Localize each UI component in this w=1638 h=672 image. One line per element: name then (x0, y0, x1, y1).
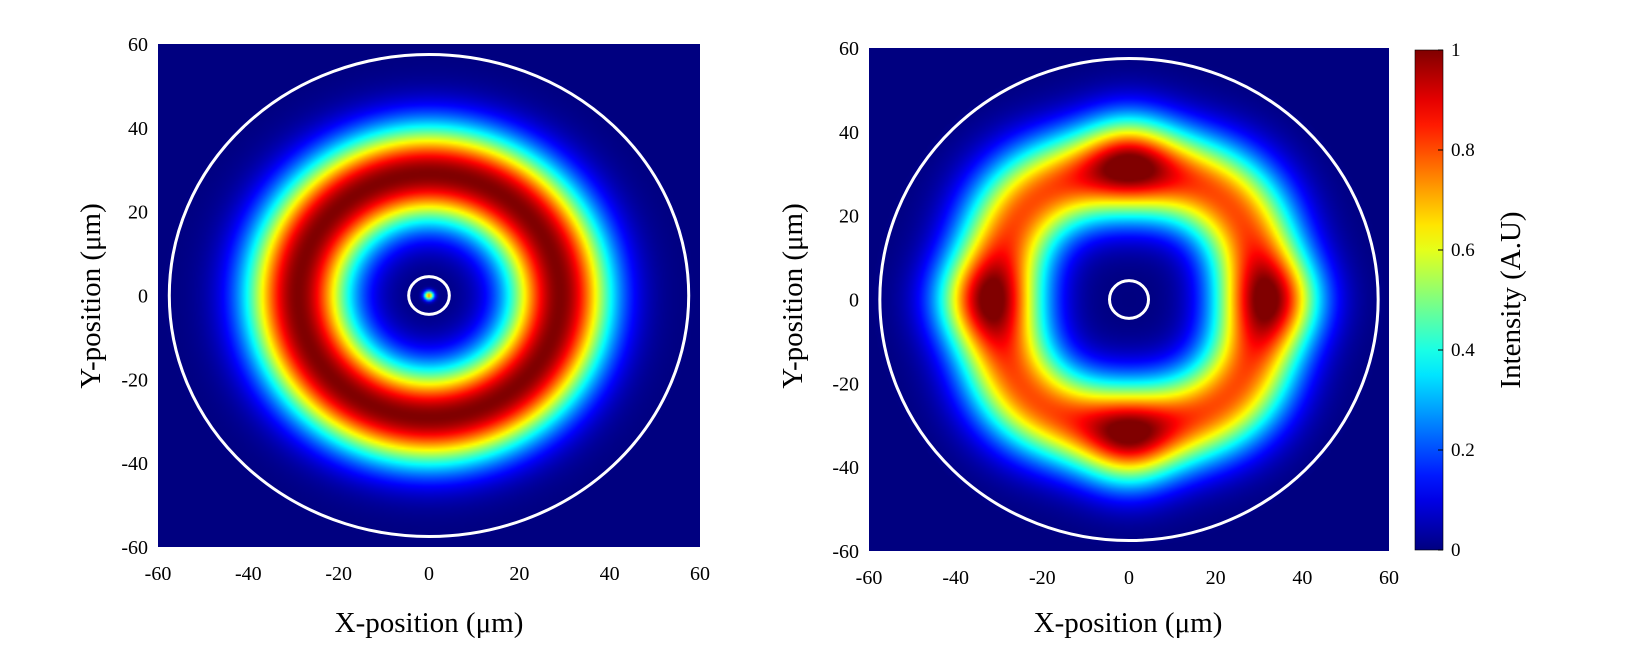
colorbar: 1 0.8 0.6 0.4 0.2 0 Intensity (A.U) (1414, 40, 1527, 561)
right-y-tick-label: -40 (832, 457, 859, 479)
left-y-tick-label: -40 (121, 453, 148, 475)
left-x-tick-label: -60 (145, 563, 172, 585)
right-y-tick-label: 20 (839, 206, 859, 228)
left-outer-boundary-circle (167, 52, 691, 539)
left-y-tick-labels: 60 40 20 0 -20 -40 -60 (121, 34, 148, 559)
right-x-tick-label: -20 (1029, 567, 1056, 589)
right-y-tick-label: 0 (849, 290, 859, 312)
left-x-tick-label: -20 (325, 563, 352, 585)
colorbar-tick-label: 1 (1451, 40, 1461, 61)
colorbar-tick-label: 0 (1451, 540, 1461, 561)
left-inner-boundary-circle (407, 275, 451, 316)
left-x-tick-label: -40 (235, 563, 262, 585)
right-boundary-circles (878, 56, 1380, 543)
right-heatmap-image (869, 48, 1389, 551)
left-y-tick-label: 20 (128, 202, 148, 224)
left-y-tick-label: -60 (121, 537, 148, 559)
right-x-tick-label: 0 (1124, 567, 1134, 589)
right-x-tick-label: -60 (856, 567, 883, 589)
left-y-tick-label: 0 (138, 286, 148, 308)
left-y-tick-label: -20 (121, 369, 148, 391)
left-x-tick-labels: -60 -40 -20 0 20 40 60 (145, 563, 710, 585)
colorbar-tick-label: 0.4 (1451, 340, 1475, 361)
right-inner-boundary-circle (1108, 279, 1150, 320)
left-panel: -60 -40 -20 0 20 40 60 60 40 20 0 -20 -40 -60 X-posi… (75, 34, 710, 639)
colorbar-title: Intensity (A.U) (1495, 211, 1527, 388)
right-x-tick-labels: -60 -40 -20 0 20 40 60 (856, 567, 1399, 589)
left-x-tick-label: 60 (690, 563, 710, 585)
right-x-tick-label: 40 (1292, 567, 1312, 589)
right-y-axis-title: Y-position (μm) (777, 203, 809, 389)
right-x-tick-label: 60 (1379, 567, 1399, 589)
right-outer-boundary-circle (878, 56, 1380, 543)
right-y-tick-label: -20 (832, 373, 859, 395)
left-boundary-circles (167, 52, 691, 539)
left-y-tick-label: 60 (128, 34, 148, 56)
right-x-tick-label: 20 (1206, 567, 1226, 589)
left-x-tick-label: 20 (509, 563, 529, 585)
right-x-tick-label: -40 (942, 567, 969, 589)
right-panel: -60 -40 -20 0 20 40 60 60 40 20 0 -20 -40 -60 X-posi… (777, 38, 1399, 639)
left-y-axis-title: Y-position (μm) (75, 203, 107, 389)
left-x-tick-label: 40 (600, 563, 620, 585)
colorbar-tick-label: 0.6 (1451, 240, 1475, 261)
right-y-tick-label: -60 (832, 541, 859, 563)
left-x-axis-title: X-position (μm) (335, 607, 524, 639)
colorbar-tick-label: 0.2 (1451, 440, 1475, 461)
left-y-tick-label: 40 (128, 118, 148, 140)
left-heatmap-image (158, 44, 700, 547)
colorbar-tick-label: 0.8 (1451, 140, 1475, 161)
right-y-tick-labels: 60 40 20 0 -20 -40 -60 (832, 38, 859, 563)
colorbar-gradient (1414, 49, 1444, 551)
colorbar-ticks: 1 0.8 0.6 0.4 0.2 0 (1438, 40, 1475, 561)
left-x-tick-label: 0 (424, 563, 434, 585)
right-x-axis-title: X-position (μm) (1034, 607, 1223, 639)
right-y-tick-label: 60 (839, 38, 859, 60)
right-y-tick-label: 40 (839, 122, 859, 144)
